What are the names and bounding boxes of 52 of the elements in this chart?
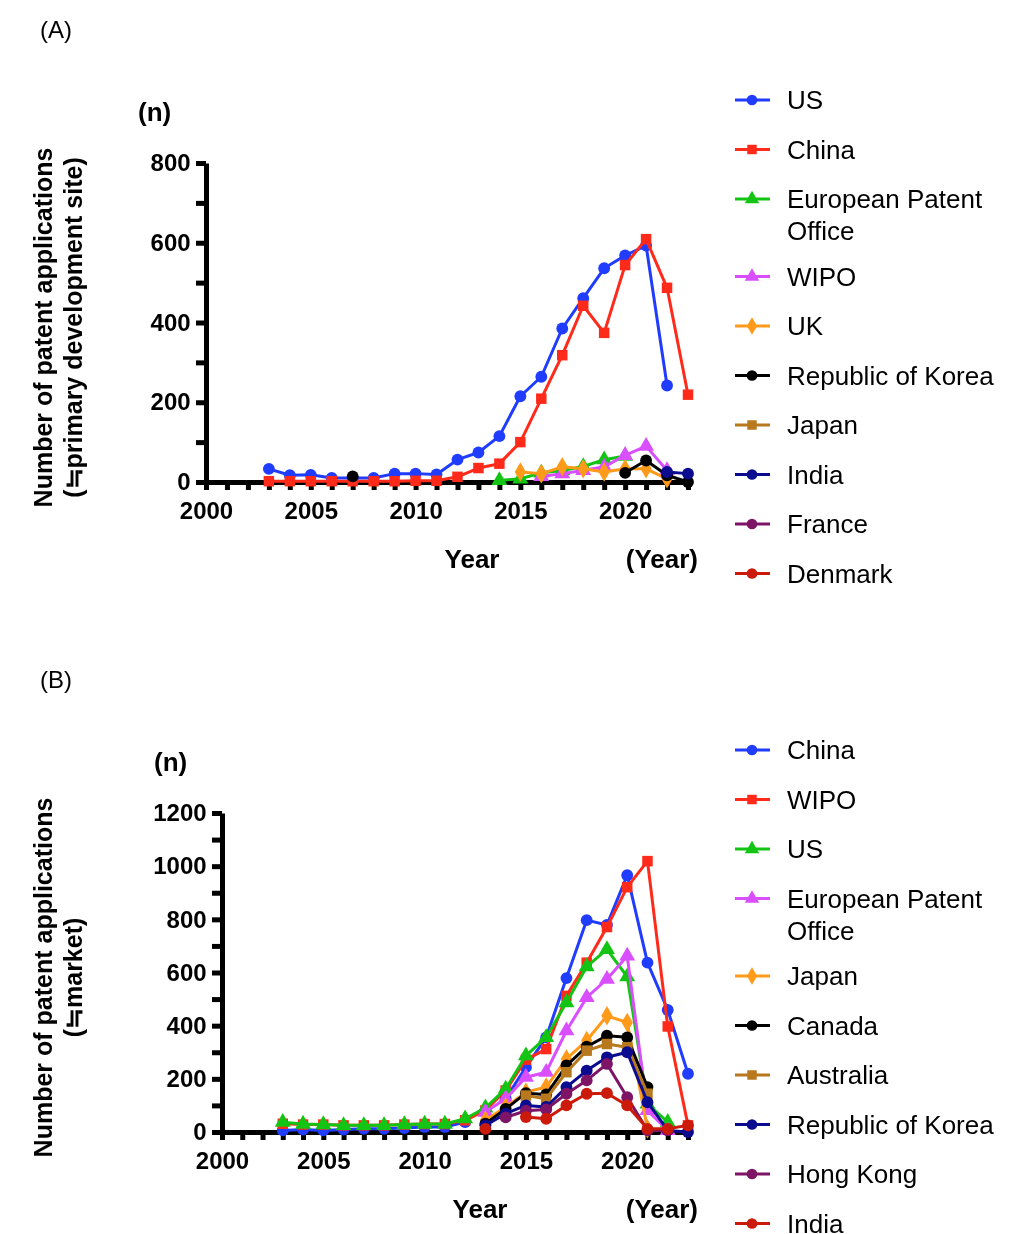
- legend-label: Hong Kong: [787, 1159, 918, 1189]
- legend-label: European Patent Office: [787, 883, 983, 946]
- y-tick-label: 0: [193, 1118, 207, 1146]
- text: (Year): [625, 1194, 698, 1224]
- y-tick-label: 400: [150, 308, 191, 336]
- y-axis-title: Number of patent applications (≒primary development site): [29, 147, 87, 508]
- legend-label: Denmark: [787, 558, 894, 589]
- legend-label: UK: [787, 311, 824, 341]
- y-axis-title: Number of patent applications (≒market): [29, 797, 87, 1158]
- y-tick-label: 800: [150, 149, 191, 177]
- legend-label: Canada: [787, 1010, 879, 1041]
- legend-label: Republic of Korea: [787, 1109, 995, 1140]
- text: (n): [138, 97, 172, 127]
- y-tick-label: 200: [166, 1065, 207, 1093]
- chart-title: (A): [40, 16, 72, 43]
- x-tick-label: 2015: [494, 497, 548, 525]
- legend-label: Republic of Korea: [787, 360, 995, 391]
- chart-title: (B): [40, 666, 72, 693]
- y-tick-label: 400: [166, 1011, 207, 1039]
- legend-label: WIPO: [787, 784, 857, 815]
- legend-label: European Patent Office: [787, 184, 983, 246]
- legend-label: Japan: [787, 410, 858, 440]
- y-tick-label: 200: [150, 388, 191, 416]
- x-tick-label: 2015: [499, 1147, 554, 1175]
- x-tick-label: 2020: [598, 497, 653, 525]
- y-tick-label: 0: [177, 468, 191, 496]
- x-tick-label: 2000: [179, 497, 234, 525]
- legend-label: WIPO: [787, 261, 857, 292]
- text: (n): [154, 747, 188, 777]
- x-tick-label: 2010: [389, 497, 443, 525]
- y-tick-label: 1000: [153, 852, 207, 880]
- x-tick-label: 2005: [297, 1147, 351, 1175]
- x-tick-label: 2005: [284, 497, 338, 525]
- legend-label: US: [787, 834, 824, 864]
- x-tick-label: 2020: [601, 1147, 655, 1175]
- legend-label: China: [787, 735, 856, 765]
- text: (Year): [625, 544, 698, 574]
- y-tick-label: 600: [166, 958, 207, 986]
- legend-label: China: [787, 134, 856, 165]
- legend-label: India: [787, 1208, 844, 1234]
- legend-label: US: [787, 85, 824, 115]
- y-tick-label: 1200: [153, 799, 207, 827]
- legend-label: France: [787, 509, 868, 539]
- legend-label: India: [787, 459, 844, 490]
- x-axis-title: Year: [452, 1194, 508, 1224]
- x-tick-label: 2010: [398, 1147, 452, 1175]
- y-tick-label: 600: [150, 228, 191, 256]
- y-tick-label: 800: [166, 905, 207, 933]
- legend-label: Australia: [787, 1060, 889, 1090]
- x-axis-title: Year: [444, 544, 500, 574]
- legend-label: Japan: [787, 961, 858, 991]
- x-tick-label: 2000: [195, 1147, 250, 1175]
